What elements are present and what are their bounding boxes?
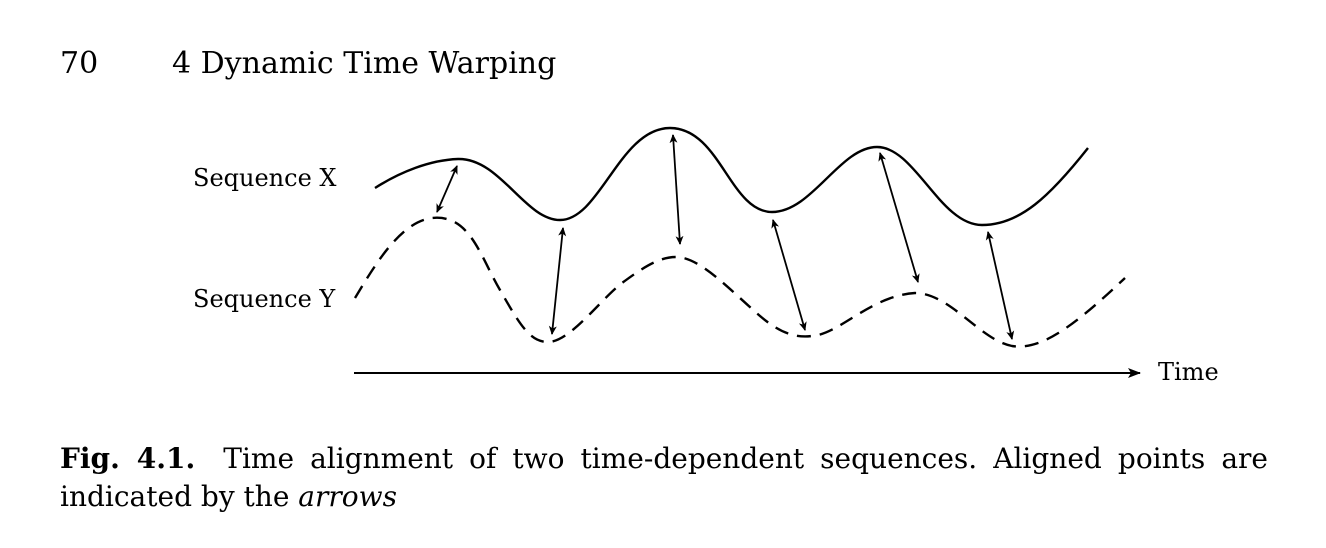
sequence-x-label: Sequence X [193, 164, 336, 192]
time-axis-label: Time [1158, 358, 1219, 386]
chapter-title: 4 Dynamic Time Warping [172, 46, 557, 81]
alignment-arrow [985, 231, 1015, 340]
page-number: 70 [60, 46, 99, 81]
caption-emphasis: arrows [298, 480, 397, 513]
alignment-arrow [771, 219, 807, 331]
figure-caption: Fig. 4.1. Time alignment of two time-dep… [60, 440, 1268, 516]
sequence-y-curve [353, 216, 1126, 348]
sequence-x-curve [374, 126, 1089, 227]
dtw-alignment-figure: Sequence X Sequence Y Time [193, 126, 1219, 386]
alignment-arrow [436, 165, 458, 213]
alignment-arrow [878, 152, 920, 283]
alignment-arrow [548, 227, 567, 335]
running-header: 70 4 Dynamic Time Warping [60, 44, 556, 84]
figure-label: Fig. 4.1. [60, 442, 196, 475]
alignment-arrow [669, 134, 684, 245]
caption-text: Time alignment of two time-dependent seq… [60, 442, 1268, 513]
sequence-y-label: Sequence Y [193, 285, 336, 313]
alignment-arrows [436, 134, 1015, 340]
